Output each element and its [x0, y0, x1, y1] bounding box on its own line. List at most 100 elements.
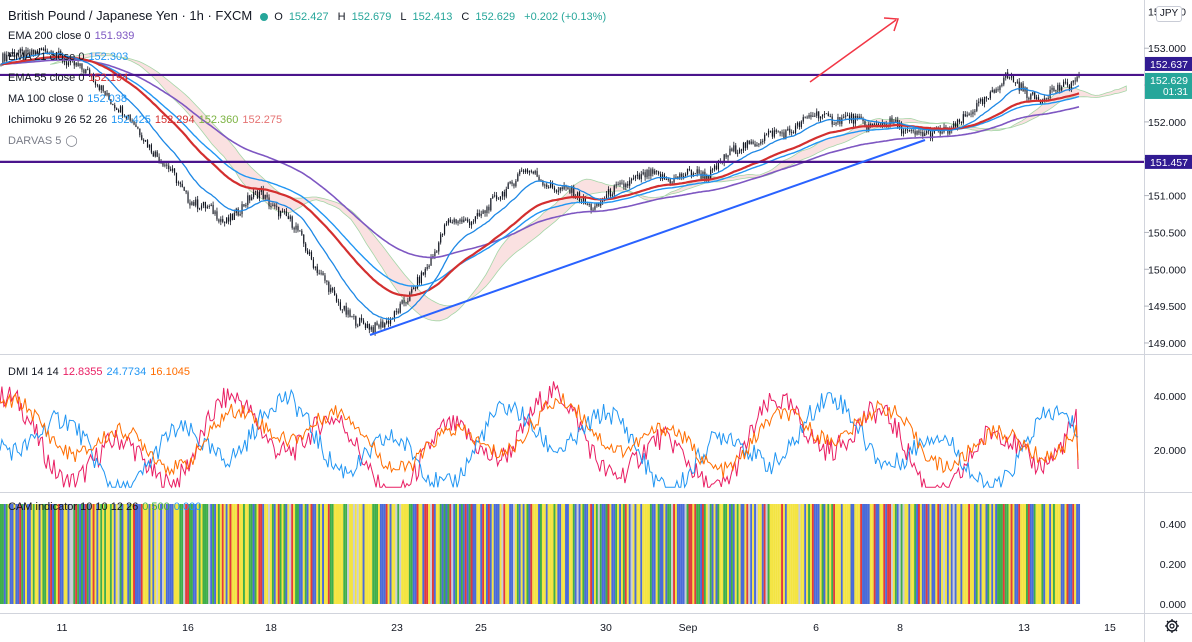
cam-bar: [129, 504, 132, 604]
legend-ma100[interactable]: MA 100 close 0 152.038: [8, 93, 127, 105]
cam-bar: [765, 504, 768, 604]
legend-ema200[interactable]: EMA 200 close 0 151.939: [8, 30, 135, 42]
candle-body: [389, 318, 392, 324]
legend-ichimoku[interactable]: Ichimoku 9 26 52 26 152.425 152.294 152.360…: [8, 114, 283, 126]
candle-body: [569, 189, 571, 193]
cam-bar: [734, 504, 737, 604]
candle-body: [438, 242, 440, 252]
cam-bar: [879, 504, 882, 604]
cam-bar: [194, 504, 197, 604]
candle-body: [430, 257, 432, 266]
cam-bar: [873, 504, 876, 604]
candle-body: [181, 183, 183, 187]
cam-bar: [1062, 504, 1065, 604]
candle-body: [517, 174, 519, 181]
cam-bar: [227, 504, 230, 604]
cam-bar: [844, 504, 847, 604]
candle-body: [733, 145, 735, 152]
cam-bar: [939, 504, 942, 604]
candle-body: [804, 116, 806, 118]
time-tick-label: 11: [57, 622, 68, 634]
candle-body: [168, 165, 170, 170]
candle-body: [434, 251, 436, 257]
candle-body: [1068, 85, 1070, 90]
cam-bar: [484, 504, 487, 604]
candle-body: [737, 152, 739, 154]
cam-bar: [152, 504, 155, 604]
cam-bar: [464, 504, 467, 604]
arrow-head[interactable]: [883, 17, 900, 32]
candle-body: [652, 169, 654, 174]
legend-darvas[interactable]: DARVAS 5 ◯: [8, 135, 78, 147]
eye-hidden-icon[interactable]: ◯: [65, 135, 78, 147]
currency-button[interactable]: JPY: [1156, 6, 1182, 22]
cam-bar: [862, 504, 865, 604]
cam-bar: [572, 504, 575, 604]
cam-bar: [567, 504, 569, 604]
cam-bar: [358, 504, 361, 604]
cam-bar: [403, 504, 406, 604]
cam-bar: [615, 504, 618, 604]
cam-bar: [952, 504, 955, 604]
cam-bar: [846, 504, 849, 604]
legend-dmi[interactable]: DMI 14 14 12.8355 24.7734 16.1045: [8, 366, 191, 378]
cam-bar: [1076, 504, 1079, 604]
cam-bar: [850, 504, 853, 604]
candle-body: [953, 123, 955, 128]
trendline[interactable]: [369, 139, 926, 336]
candle-body: [586, 203, 588, 205]
candle-body: [897, 119, 899, 128]
candle-body: [766, 134, 768, 136]
candle-body: [675, 176, 677, 178]
candle-body: [210, 204, 212, 207]
candle-body: [993, 90, 995, 93]
candle-body: [243, 204, 245, 207]
gear-icon[interactable]: [1164, 618, 1180, 634]
candle-body: [372, 327, 374, 333]
legend-cam[interactable]: CAM indicator 10 10 12 26 0.500 0.000: [8, 501, 202, 513]
candle-body: [401, 300, 403, 304]
candle-body: [762, 140, 764, 142]
candle-body: [303, 234, 305, 244]
candle-body: [1066, 82, 1069, 86]
legend-ema21[interactable]: EMA 21 close 0 152.303: [8, 51, 129, 63]
candle-body: [515, 180, 517, 187]
cam-bar: [885, 504, 888, 604]
cam-bar: [871, 504, 874, 604]
price-pane[interactable]: [0, 0, 1144, 354]
cam-bar: [308, 504, 311, 604]
cam-bar: [619, 504, 622, 604]
candle-body: [227, 217, 230, 222]
candle-body: [357, 325, 359, 327]
candle-body: [274, 204, 276, 207]
symbol-header[interactable]: British Pound / Japanese Yen · 1h · FXCM…: [8, 8, 618, 23]
cam-bar: [412, 504, 415, 604]
symbol-title[interactable]: British Pound / Japanese Yen · 1h · FXCM: [8, 8, 253, 23]
candle-body: [659, 173, 662, 180]
candle-body: [557, 190, 559, 192]
legend-ema55[interactable]: EMA 55 close 0 152.194: [8, 72, 129, 84]
candle-body: [334, 290, 336, 296]
candle-body: [864, 121, 866, 126]
cam-bar: [752, 504, 755, 604]
cam-bar: [1074, 504, 1077, 604]
arrow-line[interactable]: [809, 19, 897, 83]
candle-body: [156, 151, 158, 157]
cam-bar: [804, 504, 807, 604]
candle-body: [407, 300, 409, 303]
cam-bar: [339, 504, 342, 604]
cam-bar: [187, 504, 190, 604]
candle-body: [629, 180, 631, 186]
candle-body: [222, 219, 224, 222]
cam-bar: [648, 504, 650, 604]
candle-body: [1061, 86, 1063, 91]
candle-body: [594, 206, 596, 210]
cam-bar: [705, 504, 708, 604]
candle-body: [1034, 92, 1036, 100]
cam-bar: [1004, 504, 1007, 604]
candle-body: [727, 155, 729, 158]
candle-body: [226, 217, 228, 223]
cam-bar: [343, 504, 346, 604]
candle-body: [598, 202, 600, 206]
